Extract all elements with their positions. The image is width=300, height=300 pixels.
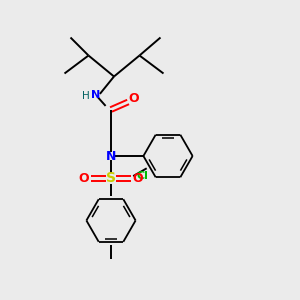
Text: S: S	[106, 172, 116, 185]
Text: Cl: Cl	[137, 171, 149, 181]
Text: O: O	[133, 172, 143, 185]
Text: N: N	[106, 149, 116, 163]
Text: N: N	[91, 90, 100, 100]
Text: H: H	[82, 91, 90, 101]
Text: O: O	[79, 172, 89, 185]
Text: O: O	[128, 92, 139, 105]
